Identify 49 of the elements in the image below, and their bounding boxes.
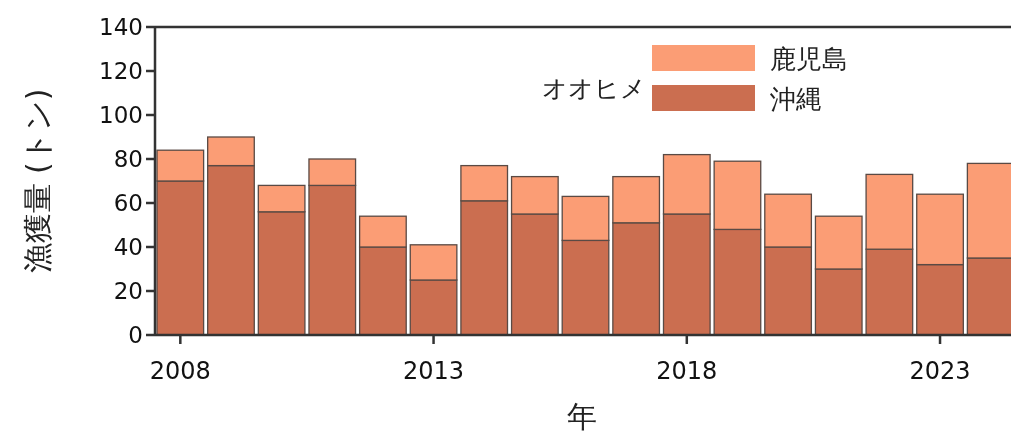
bar <box>308 158 357 187</box>
bar <box>358 246 407 336</box>
bar <box>865 248 914 336</box>
y-tick-label: 60 <box>113 190 143 216</box>
bar <box>510 213 559 336</box>
bar <box>612 222 661 336</box>
bar <box>510 175 559 215</box>
x-tick-label: 2018 <box>656 357 718 385</box>
bar <box>257 184 306 213</box>
bar <box>207 136 255 167</box>
bar <box>207 164 255 336</box>
x-tick-label: 2008 <box>149 357 211 385</box>
bar <box>156 149 205 182</box>
y-axis-title: 漁獲量 (トン) <box>20 88 55 274</box>
bar <box>916 193 964 266</box>
y-tick-label: 20 <box>113 278 143 304</box>
bar <box>561 239 610 336</box>
bar <box>308 184 357 336</box>
bar <box>358 215 407 248</box>
y-tick-label: 0 <box>128 322 143 348</box>
bar <box>257 211 306 336</box>
bar <box>814 268 863 336</box>
bar <box>662 213 711 336</box>
bar <box>713 228 762 336</box>
bar <box>916 263 964 336</box>
bar <box>764 246 813 336</box>
bar <box>460 200 509 336</box>
bar <box>612 175 661 224</box>
x-tick-label: 2023 <box>909 357 971 385</box>
bar <box>460 164 509 202</box>
bar <box>409 279 458 336</box>
bar <box>713 160 762 231</box>
x-axis-title: 年 <box>566 399 597 433</box>
y-tick-label: 100 <box>99 102 143 128</box>
bar <box>156 180 205 336</box>
bar <box>662 153 711 215</box>
y-tick-label: 120 <box>99 58 143 84</box>
legend-label: 鹿児島 <box>770 44 848 74</box>
y-tick-label: 80 <box>113 146 143 172</box>
bar <box>409 244 458 281</box>
bar <box>814 215 863 270</box>
bar <box>764 193 813 248</box>
x-tick-label: 2013 <box>403 357 465 385</box>
legend-label: 沖縄 <box>770 84 822 114</box>
legend-title: オオヒメ <box>542 74 646 103</box>
y-tick-label: 40 <box>113 234 143 260</box>
bar <box>865 173 914 250</box>
y-tick-label: 140 <box>99 14 143 40</box>
bar <box>561 195 610 242</box>
